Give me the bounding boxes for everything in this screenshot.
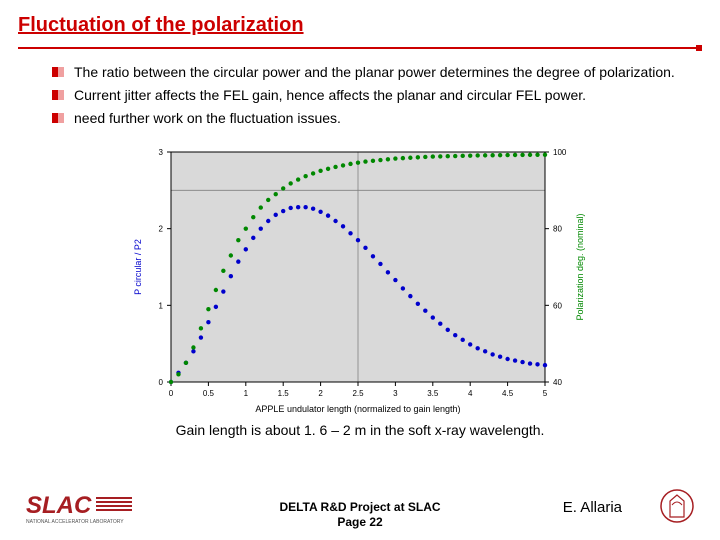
svg-text:0: 0: [169, 389, 174, 398]
svg-text:40: 40: [553, 378, 562, 387]
bullet-text: Current jitter affects the FEL gain, hen…: [74, 86, 586, 105]
svg-text:5: 5: [543, 389, 548, 398]
svg-text:100: 100: [553, 148, 567, 157]
list-item: Current jitter affects the FEL gain, hen…: [52, 86, 680, 105]
svg-text:3: 3: [393, 389, 398, 398]
slac-logo-text: SLAC: [26, 492, 92, 519]
title-divider: [18, 47, 702, 49]
svg-text:2: 2: [318, 389, 323, 398]
footer-center: DELTA R&D Project at SLAC Page 22: [279, 500, 440, 530]
bullet-text: need further work on the fluctuation iss…: [74, 109, 341, 128]
svg-text:3.5: 3.5: [427, 389, 439, 398]
svg-text:APPLE undulator length (normal: APPLE undulator length (normalized to ga…: [255, 404, 460, 414]
chart-container: 0 0.5 1 1.5 2 2.5 3 3.5 4 4.5 5 0 1 2 3 40 60 80 100 APPLE …: [127, 142, 593, 418]
svg-text:2.5: 2.5: [352, 389, 364, 398]
svg-text:P circular / P2: P circular / P2: [133, 239, 143, 295]
page-title: Fluctuation of the polarization: [18, 14, 702, 37]
bullet-icon: [52, 90, 64, 100]
svg-text:60: 60: [553, 301, 562, 310]
bullet-icon: [52, 67, 64, 77]
footer: SLAC NATIONAL ACCELERATOR LABORATORY DEL…: [0, 490, 720, 534]
bullet-list: The ratio between the circular power and…: [0, 49, 720, 140]
slac-logo: SLAC NATIONAL ACCELERATOR LABORATORY: [26, 491, 134, 530]
credit: E. Allaria: [563, 499, 622, 516]
footer-page: Page 22: [279, 515, 440, 530]
list-item: The ratio between the circular power and…: [52, 63, 680, 82]
chart-caption: Gain length is about 1. 6 – 2 m in the s…: [0, 422, 720, 438]
svg-text:2: 2: [159, 224, 164, 233]
svg-text:1: 1: [159, 301, 164, 310]
svg-text:3: 3: [159, 148, 164, 157]
svg-text:4.5: 4.5: [502, 389, 514, 398]
svg-text:0.5: 0.5: [203, 389, 215, 398]
bullet-icon: [52, 113, 64, 123]
svg-text:4: 4: [468, 389, 473, 398]
svg-text:1.5: 1.5: [278, 389, 290, 398]
slac-sub: NATIONAL ACCELERATOR LABORATORY: [26, 519, 124, 525]
footer-project: DELTA R&D Project at SLAC: [279, 500, 440, 515]
list-item: need further work on the fluctuation iss…: [52, 109, 680, 128]
svg-text:0: 0: [159, 378, 164, 387]
polarization-chart: 0 0.5 1 1.5 2 2.5 3 3.5 4 4.5 5 0 1 2 3 40 60 80 100 APPLE …: [127, 142, 593, 418]
stanford-logo: [660, 489, 694, 528]
svg-text:80: 80: [553, 224, 562, 233]
svg-text:1: 1: [244, 389, 249, 398]
svg-text:Polarization deg. (nominal): Polarization deg. (nominal): [575, 213, 585, 320]
bullet-text: The ratio between the circular power and…: [74, 63, 675, 82]
